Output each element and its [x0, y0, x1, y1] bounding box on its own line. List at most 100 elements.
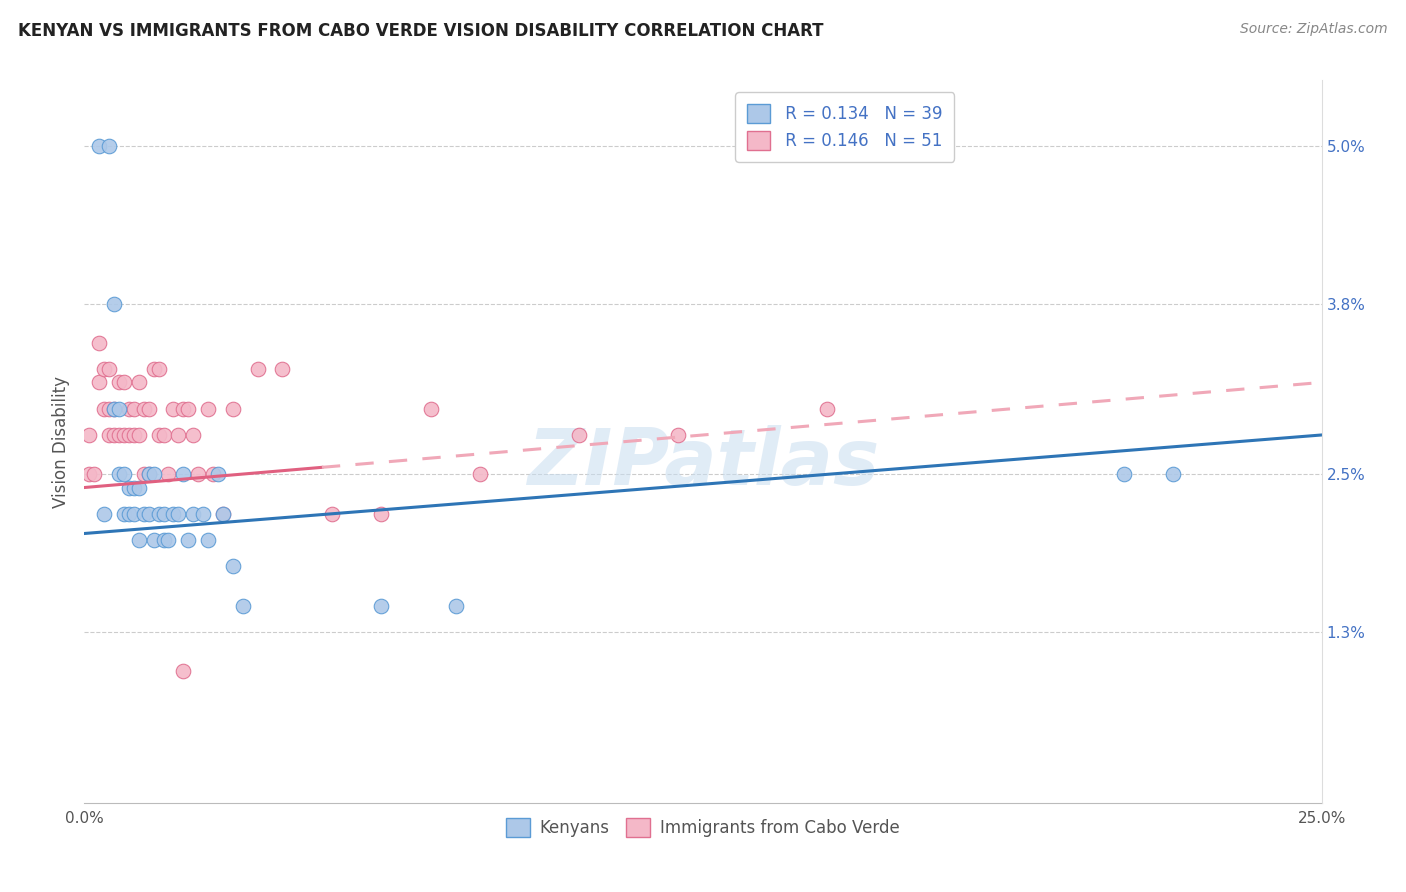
Point [666, 428, 689, 442]
Text: 39: 39 [884, 97, 905, 116]
Text: Source: ZipAtlas.com: Source: ZipAtlas.com [1240, 22, 1388, 37]
Point [197, 401, 219, 416]
Point [108, 467, 131, 482]
Point [112, 507, 135, 521]
Point [128, 428, 150, 442]
Point [152, 428, 174, 442]
Point [89, 376, 111, 390]
Point [122, 401, 145, 416]
Point [212, 507, 235, 521]
Point [232, 599, 254, 613]
Point [444, 599, 467, 613]
Text: 51: 51 [884, 124, 905, 142]
Point [108, 376, 131, 390]
Point [167, 428, 190, 442]
Point [152, 533, 174, 547]
Point [148, 362, 170, 376]
Point [187, 467, 209, 482]
Point [122, 428, 145, 442]
Point [89, 336, 111, 351]
Point [568, 428, 591, 442]
Point [470, 467, 492, 482]
Point [93, 401, 115, 416]
Point [207, 467, 229, 482]
Point [103, 296, 125, 310]
Point [148, 428, 170, 442]
Point [1161, 467, 1184, 482]
Point [89, 139, 111, 153]
Text: R =: R = [754, 124, 790, 142]
Point [138, 401, 160, 416]
Point [112, 428, 135, 442]
Point [197, 533, 219, 547]
Point [222, 559, 245, 574]
Point [138, 507, 160, 521]
Point [142, 362, 165, 376]
Point [118, 428, 141, 442]
Point [202, 467, 225, 482]
Y-axis label: Vision Disability: Vision Disability [52, 376, 70, 508]
Point [142, 533, 165, 547]
Point [98, 401, 121, 416]
Text: R =: R = [754, 97, 790, 116]
Point [167, 507, 190, 521]
Point [118, 507, 141, 521]
Point [157, 533, 180, 547]
Point [152, 507, 174, 521]
Point [191, 507, 214, 521]
Point [112, 467, 135, 482]
Point [103, 401, 125, 416]
Point [103, 428, 125, 442]
Point [162, 507, 184, 521]
Point [122, 507, 145, 521]
Point [419, 401, 441, 416]
Point [108, 401, 131, 416]
Legend: Kenyans, Immigrants from Cabo Verde: Kenyans, Immigrants from Cabo Verde [495, 806, 911, 848]
Text: 0.134: 0.134 [789, 97, 837, 116]
Point [98, 139, 121, 153]
Text: N =: N = [844, 97, 890, 116]
Point [142, 467, 165, 482]
Point [128, 481, 150, 495]
Point [112, 376, 135, 390]
Point [103, 401, 125, 416]
Point [181, 428, 204, 442]
Point [132, 467, 155, 482]
Point [321, 507, 343, 521]
Point [222, 401, 245, 416]
Point [177, 533, 200, 547]
Point [132, 507, 155, 521]
Point [177, 401, 200, 416]
Point [128, 533, 150, 547]
Point [162, 401, 184, 416]
Point [122, 481, 145, 495]
Point [246, 362, 269, 376]
Point [79, 467, 101, 482]
Point [83, 467, 105, 482]
Point [271, 362, 294, 376]
Point [172, 467, 194, 482]
Point [108, 428, 131, 442]
Point [138, 467, 160, 482]
Point [212, 507, 235, 521]
Text: N =: N = [844, 124, 890, 142]
Point [370, 599, 392, 613]
Point [93, 507, 115, 521]
Point [93, 362, 115, 376]
Point [157, 467, 180, 482]
Text: KENYAN VS IMMIGRANTS FROM CABO VERDE VISION DISABILITY CORRELATION CHART: KENYAN VS IMMIGRANTS FROM CABO VERDE VIS… [18, 22, 824, 40]
Text: ZIPatlas: ZIPatlas [527, 425, 879, 501]
Point [181, 507, 204, 521]
Point [172, 401, 194, 416]
Point [79, 428, 101, 442]
Text: 0.146: 0.146 [789, 124, 837, 142]
Point [138, 467, 160, 482]
Point [1112, 467, 1135, 482]
Point [118, 401, 141, 416]
Point [172, 665, 194, 679]
Point [128, 376, 150, 390]
Point [132, 401, 155, 416]
Point [98, 428, 121, 442]
Point [148, 507, 170, 521]
Point [815, 401, 838, 416]
